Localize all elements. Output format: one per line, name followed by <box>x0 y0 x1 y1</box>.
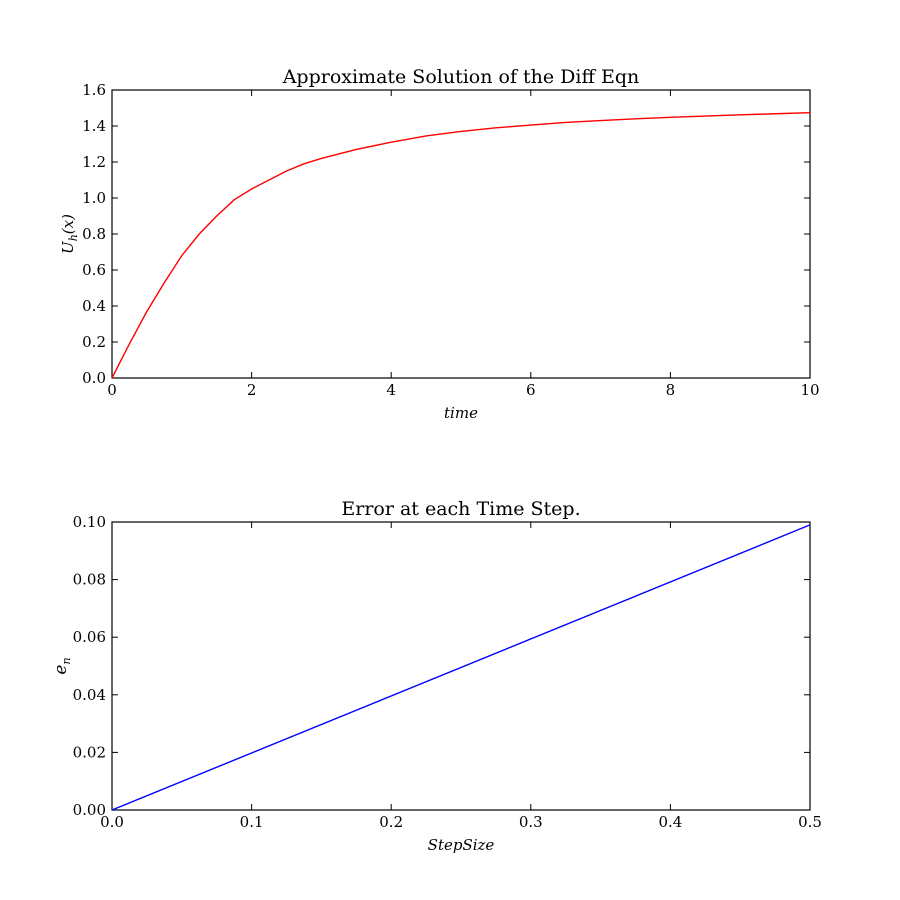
solution-y-tick-label: 1.4 <box>82 117 106 135</box>
solution-chart: Approximate Solution of the Diff Eqn 0 2 4… <box>59 66 820 422</box>
solution-x-tick-label: 0 <box>107 381 117 399</box>
solution-x-tick-label: 6 <box>526 381 536 399</box>
solution-y-tick-label: 0.4 <box>82 297 106 315</box>
solution-x-tick-label: 4 <box>386 381 396 399</box>
error-x-tick-label: 0.4 <box>658 813 682 831</box>
error-y-label-sub: n <box>60 657 73 664</box>
solution-y-tick-label: 0.2 <box>82 333 106 351</box>
solution-y-label-main: U <box>59 240 77 254</box>
error-y-tick-label: 0.06 <box>73 628 106 646</box>
error-chart: Error at each Time Step. 0.0 0.1 0.2 0.3 0.4… <box>51 498 822 854</box>
error-plot-frame <box>111 521 811 811</box>
error-y-tick-label: 0.08 <box>73 571 106 589</box>
solution-y-tick-label: 0.6 <box>82 261 106 279</box>
error-y-tick-label: 0.04 <box>73 686 106 704</box>
error-x-tick-label: 0.3 <box>519 813 543 831</box>
error-y-ticks: 0.00 0.02 0.04 0.06 0.08 0.10 <box>73 513 810 819</box>
solution-y-tick-label: 1.2 <box>82 153 106 171</box>
error-x-ticks: 0.0 0.1 0.2 0.3 0.4 0.5 <box>100 522 822 831</box>
error-y-tick-label: 0.00 <box>73 801 106 819</box>
solution-x-ticks: 0 2 4 6 8 10 <box>107 90 820 399</box>
solution-series-line <box>111 111 811 379</box>
error-x-tick-label: 0.2 <box>379 813 403 831</box>
error-y-tick-label: 0.02 <box>73 743 106 761</box>
solution-x-axis-label: time <box>444 404 478 422</box>
error-x-tick-label: 0.1 <box>240 813 264 831</box>
solution-y-ticks: 0.0 0.2 0.4 0.6 0.8 1.0 1.2 1.4 1.6 <box>82 81 810 387</box>
solution-x-tick-label: 10 <box>800 381 819 399</box>
solution-y-axis-label: Uh(x) <box>59 214 80 254</box>
solution-chart-title: Approximate Solution of the Diff Eqn <box>282 66 640 88</box>
solution-x-tick-label: 8 <box>666 381 676 399</box>
error-x-tick-label: 0.5 <box>798 813 822 831</box>
solution-x-tick-label: 2 <box>247 381 257 399</box>
error-y-axis-label: en <box>51 657 73 674</box>
error-y-label-main: e <box>51 665 71 675</box>
solution-plot-frame <box>111 89 811 379</box>
solution-y-label-sub: h <box>67 234 80 241</box>
solution-y-label-arg: (x) <box>59 214 77 234</box>
solution-y-tick-label: 0.8 <box>82 225 106 243</box>
error-x-tick-label: 0.0 <box>100 813 124 831</box>
error-series-line <box>111 524 811 811</box>
solution-y-tick-label: 1.6 <box>82 81 106 99</box>
solution-y-tick-label: 0.0 <box>82 369 106 387</box>
error-y-tick-label: 0.10 <box>73 513 106 531</box>
solution-y-tick-label: 1.0 <box>82 189 106 207</box>
error-chart-title: Error at each Time Step. <box>341 498 580 520</box>
error-x-axis-label: StepSize <box>428 836 495 854</box>
